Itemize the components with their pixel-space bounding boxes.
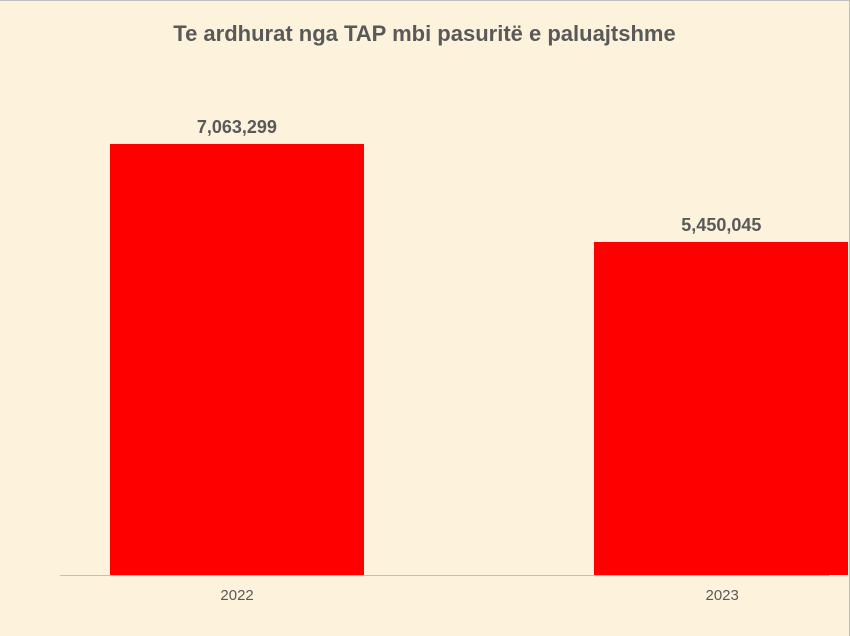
data-label-2022: 7,063,299 — [110, 117, 364, 138]
chart-title: Te ardhurat nga TAP mbi pasuritë e palua… — [0, 21, 849, 47]
x-label-2022: 2022 — [110, 587, 364, 604]
bar-2023 — [594, 242, 848, 575]
data-label-2023: 5,450,045 — [594, 215, 848, 236]
chart-frame: Te ardhurat nga TAP mbi pasuritë e palua… — [0, 0, 850, 636]
plot-area: 7,063,299 5,450,045 — [60, 101, 829, 576]
x-label-2023: 2023 — [595, 587, 849, 604]
bar-2022 — [110, 144, 364, 575]
